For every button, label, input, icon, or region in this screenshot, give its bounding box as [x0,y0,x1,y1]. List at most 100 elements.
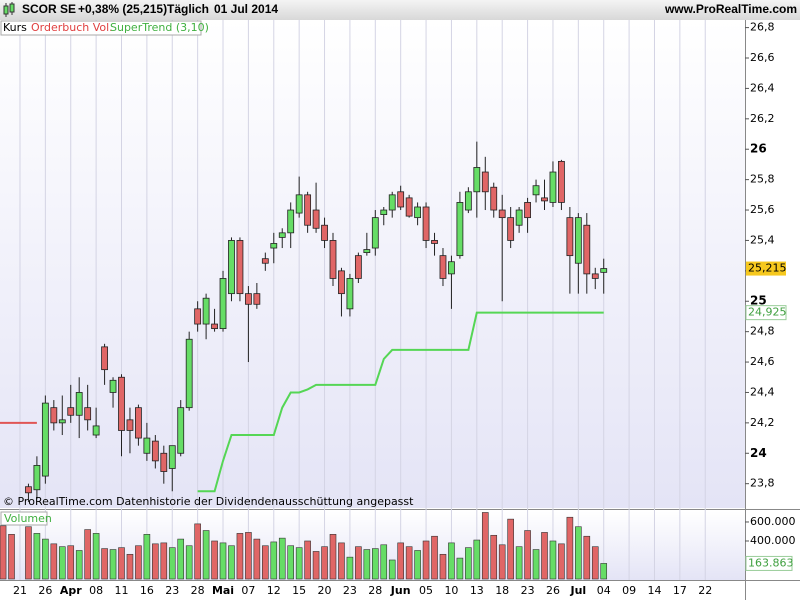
volume-bar [456,557,464,580]
candle-body [354,255,362,279]
y-tick-label: 24,2 [750,416,775,429]
volume-bar [431,535,438,580]
candle-body [574,217,582,264]
volume-bar [414,550,421,580]
volume-bar [346,556,354,580]
date: 01 Jul 2014 [214,2,278,16]
note: © ProRealTime.com Datenhistorie der Divi… [3,495,414,508]
candle-body [253,293,261,305]
candle-body [321,224,328,241]
volume-bar [270,541,278,580]
volume-bar [84,529,91,580]
volume-bar [600,563,608,580]
y-tick-label: 26,6 [750,51,775,64]
x-tick-label: 15 [292,584,306,597]
x-tick-label: 18 [495,584,509,597]
volume-bar [152,543,159,580]
candle-body [33,465,41,491]
candle-body [304,194,312,226]
x-tick-label: 16 [140,584,154,597]
candle-body [448,261,455,275]
volume-bar [177,538,185,580]
logo [3,2,15,17]
x-tick-label: 23 [165,584,179,597]
price-marks [0,141,608,502]
price-box [746,261,786,276]
candle-body [541,197,548,202]
volume-bar [380,544,388,580]
volume-marks [0,512,608,580]
legend-item: Kurs [3,21,27,34]
volume-bar [168,547,176,580]
volume-bar [405,546,413,580]
candle-body [92,425,100,436]
candle-body [168,445,176,469]
volume-bar [583,535,591,580]
candle-body [261,258,269,264]
x-tick-label: 13 [470,584,484,597]
candle-body [109,379,117,393]
volume-bar [50,543,58,580]
y-tick-label: 26,8 [750,21,775,34]
instrument: SCOR SE [22,2,76,16]
x-tick-label: 05 [419,584,433,597]
candle-body [583,224,591,275]
legend-item: SuperTrend (3,10) [110,21,209,34]
volume-bar [219,542,227,580]
y-tick-label: 24,4 [750,385,775,398]
candle-body [490,186,498,211]
volume-bar [58,546,66,580]
candle-body [219,278,227,330]
candle-body [101,346,108,371]
candle-body [346,278,354,310]
legend-item: Orderbuch Vol. [31,21,113,34]
y-tick-label: 26,2 [750,112,775,125]
candle-body [566,217,574,257]
volume-bar [245,532,252,580]
candle-body [126,419,134,431]
y-tick-label: 26,4 [750,81,775,94]
period: Täglich [167,2,209,16]
x-tick-label: 04 [597,584,611,597]
candle-body [75,392,83,416]
volume-bar [25,526,32,580]
volume-bar [109,549,117,580]
candle-body [515,209,523,226]
volume-bar [143,534,151,580]
x-tick-label: 23 [521,584,535,597]
candle-body [388,194,396,211]
volume-bar [355,546,362,580]
volume-bar [439,553,447,580]
candle-body [270,243,278,249]
x-tick-label: Apr [60,584,82,597]
x-tick-label: Mai [212,584,234,597]
x-tick-label: 28 [191,584,205,597]
x-tick-label: 14 [647,584,661,597]
x-tick-label: 11 [115,584,129,597]
candle-body [371,217,379,249]
volume-bar [202,530,210,580]
x-tick-label: Jun [390,584,411,597]
candle-body [244,293,252,305]
volume-bar [253,538,261,580]
volume-bar [0,525,7,580]
candle-body [380,209,388,215]
volume-bar [388,559,396,580]
volume-label: 163.863 [748,556,794,569]
candle-body [143,437,151,454]
volume-bar [304,540,311,580]
volume-bar [92,533,100,580]
volume-bar [566,516,574,580]
y-tick-label: 26 [750,142,767,156]
y-tick-label: 25,8 [750,173,775,186]
volume-bar [75,550,83,580]
x-tick-label: 07 [241,584,255,597]
y-tick-label: 600.000 [750,515,796,528]
volume-bar [473,539,481,580]
price-label: 25,215 [748,262,787,275]
volume-bar [532,549,540,580]
volume-bar [101,548,108,580]
candle-body [58,419,66,424]
volume-bar [118,547,125,580]
volume-bar [185,545,193,580]
